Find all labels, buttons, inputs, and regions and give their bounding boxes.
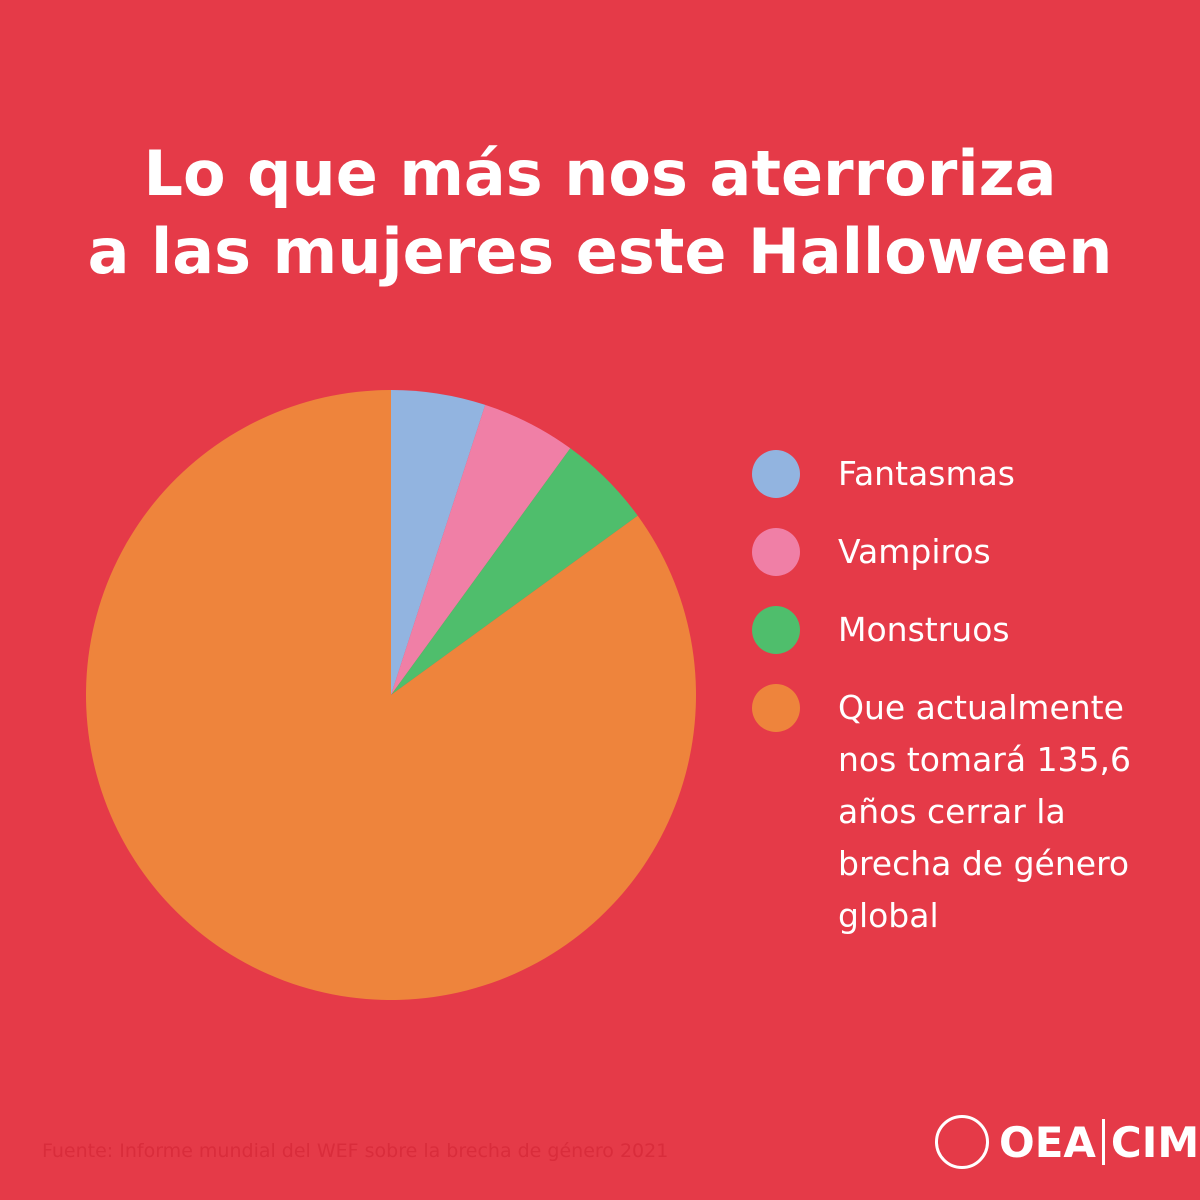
logo-text: OEA <box>999 1117 1096 1167</box>
legend-label: Vampiros <box>838 532 991 571</box>
logo: OEA CIM <box>935 1115 1199 1169</box>
legend-label: Que actualmente nos tomará 135,6 años ce… <box>838 688 1132 935</box>
legend-label: Monstruos <box>838 610 1010 649</box>
legend-item: Monstruos <box>752 606 1192 656</box>
source-note: Fuente: Informe mundial del WEF sobre la… <box>42 1140 669 1162</box>
legend-item: Que actualmente nos tomará 135,6 años ce… <box>752 684 1192 942</box>
logo-seal <box>935 1115 989 1169</box>
pie-slice <box>391 404 571 695</box>
chart-title: Lo que más nos aterroriza a las mujeres … <box>87 137 1113 288</box>
legend-item: Vampiros <box>752 528 1192 578</box>
logo-text: CIM <box>1110 1117 1200 1167</box>
legend-item: Fantasmas <box>752 450 1192 500</box>
legend-label: Fantasmas <box>838 454 1016 493</box>
legend-swatch <box>752 450 800 498</box>
logo-separator <box>1101 1119 1105 1165</box>
pie-slice <box>391 390 486 695</box>
legend-swatch <box>752 606 800 654</box>
legend: Fantasmas Vampiros Monstruos Que actualment… <box>752 450 1192 970</box>
pie-slice <box>85 390 696 1000</box>
legend-swatch <box>752 684 800 732</box>
pie-slice <box>391 448 638 695</box>
legend-swatch <box>752 528 800 576</box>
